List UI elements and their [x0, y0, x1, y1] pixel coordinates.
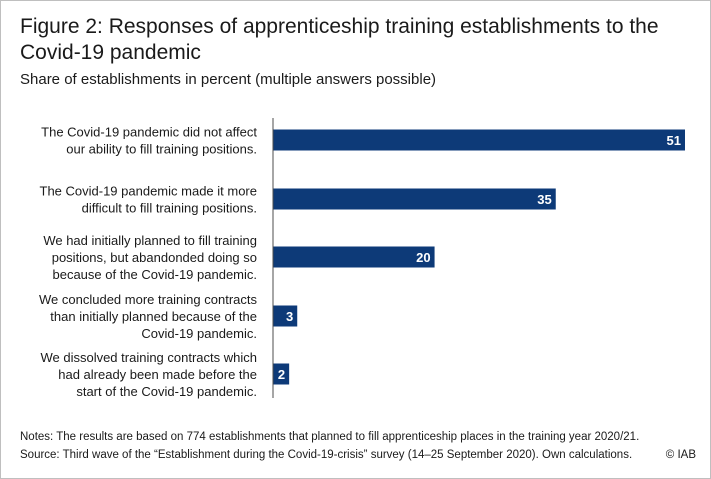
figure-notes: Notes: The results are based on 774 esta…	[20, 428, 700, 464]
source-text: Source: Third wave of the “Establishment…	[20, 449, 633, 461]
bar-value-label: 2	[278, 367, 285, 382]
bar	[273, 246, 435, 268]
category-label: We had initially planned to fill trainin…	[43, 233, 257, 282]
bar-value-label: 35	[537, 192, 551, 207]
bar	[273, 129, 685, 151]
bar-value-label: 20	[416, 250, 430, 265]
category-label: We dissolved training contracts which had…	[40, 350, 257, 399]
figure-title: Figure 2: Responses of apprenticeship tr…	[20, 15, 659, 64]
bar	[273, 188, 556, 210]
category-label: The Covid-19 pandemic did not affect our …	[41, 125, 257, 157]
category-label: We concluded more training contracts than…	[39, 292, 257, 341]
bar-value-label: 3	[286, 309, 293, 324]
category-label: The Covid-19 pandemic made it more diffic…	[40, 184, 258, 216]
bar	[273, 305, 298, 327]
bar	[273, 363, 290, 385]
notes-text: Notes: The results are based on 774 esta…	[20, 431, 640, 443]
figure-subtitle: Share of establishments in percent (mult…	[20, 71, 437, 88]
bar-value-label: 51	[667, 133, 681, 148]
copyright-text: © IAB	[665, 449, 696, 461]
